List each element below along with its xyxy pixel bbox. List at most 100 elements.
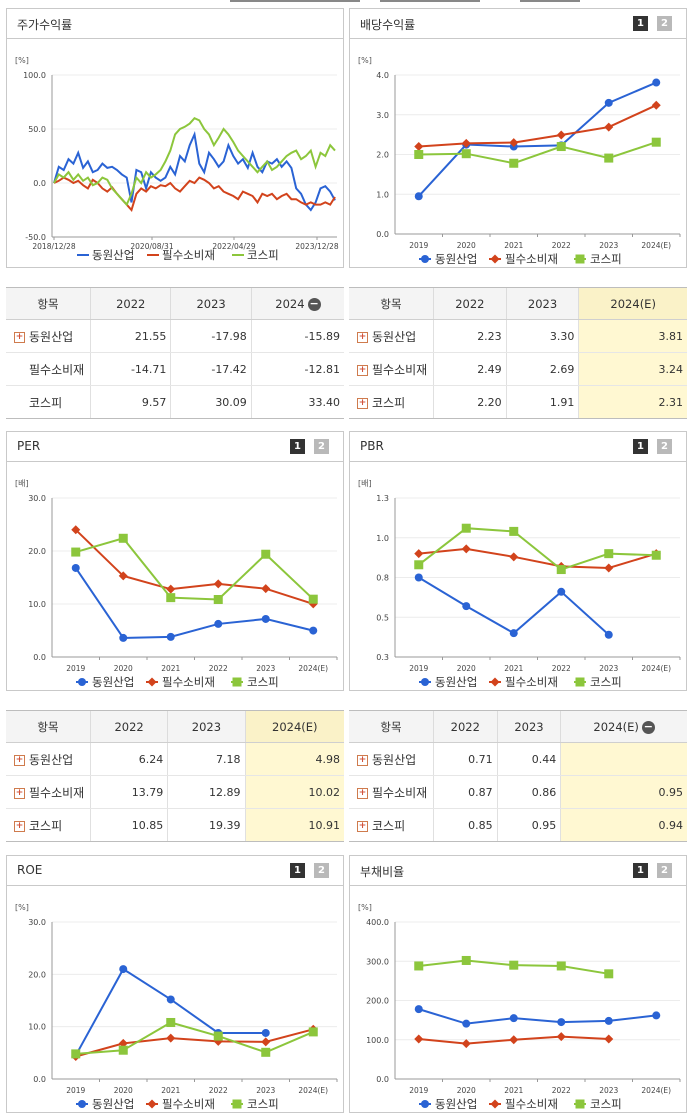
data-point: [308, 1027, 318, 1037]
unit-label: [배]: [358, 479, 372, 488]
data-point: [261, 1047, 271, 1057]
panel-title: PER: [17, 439, 41, 453]
panel-header: 배당수익률 1 2: [350, 9, 686, 39]
legend-marker: [421, 255, 429, 263]
table-cell: 2.69: [505, 352, 579, 386]
stock-return-panel: 주가수익률 [%] 100.0 50.0 0.0 -50.0 2018/12/28 2020…: [6, 8, 344, 268]
panel-title: PBR: [360, 439, 384, 453]
row-label: + 필수소비재: [6, 775, 91, 809]
expand-icon[interactable]: +: [357, 820, 368, 832]
data-point: [166, 632, 175, 641]
legend-label: 필수소비재: [162, 675, 215, 689]
y-tick-label: 100.0: [366, 1036, 389, 1045]
y-tick-label: 2.0: [376, 151, 389, 160]
column-header-label: 2024(E): [593, 719, 639, 734]
expand-icon[interactable]: +: [14, 754, 25, 766]
row-name: 동원산업: [372, 329, 417, 344]
series-line: [418, 576, 610, 636]
table-header-row: 항목 2022 2023 2024−: [6, 288, 344, 320]
data-point: [414, 560, 424, 570]
x-tick-label: 2024(E): [641, 664, 671, 673]
table-header-row: 항목 2022 2023 2024(E) −: [349, 711, 687, 743]
data-point: [557, 1018, 566, 1027]
table-cell: 3.81: [578, 319, 687, 353]
data-point: [414, 573, 423, 582]
page-2-button[interactable]: 2: [657, 439, 672, 454]
expand-icon[interactable]: +: [357, 364, 368, 376]
expand-icon[interactable]: +: [357, 754, 368, 766]
expand-icon[interactable]: +: [14, 787, 25, 799]
page-1-button[interactable]: 1: [290, 439, 305, 454]
stock-return-table: 항목 2022 2023 2024− + 동원산업 21.55 -17.98 -1…: [6, 287, 344, 419]
column-header: 2023: [496, 711, 561, 743]
page-2-button[interactable]: 2: [657, 863, 672, 878]
y-tick-label: 0.0: [33, 653, 46, 662]
legend-label: 코스피: [247, 675, 279, 689]
page-2-button[interactable]: 2: [314, 439, 329, 454]
x-tick-label: 2022/04/29: [212, 242, 255, 251]
dividend-chart: [%] 4.0 3.0 2.0 1.0 0.0 2019 2020 2021 2022 2023 20…: [358, 56, 681, 266]
page-2-button[interactable]: 2: [314, 863, 329, 878]
data-point: [604, 969, 614, 979]
table-cell: 12.89: [167, 775, 246, 809]
y-tick-label: 200.0: [366, 997, 389, 1006]
expand-icon[interactable]: +: [14, 820, 25, 832]
x-tick-label: 2020: [457, 1086, 476, 1095]
column-header-2024: 2024−: [250, 288, 344, 320]
x-tick-label: 2024(E): [641, 241, 671, 250]
x-tick-label: 2023: [256, 664, 275, 673]
row-name: 코스피: [372, 395, 406, 410]
data-point: [509, 552, 519, 562]
collapse-icon[interactable]: −: [307, 296, 321, 311]
table-cell: 10.02: [244, 775, 344, 809]
table-cell: 0.95: [496, 808, 561, 841]
data-point: [556, 142, 566, 152]
panel-header: PBR 1 2: [350, 432, 686, 462]
table-row: + 동원산업 21.55 -17.98 -15.89: [6, 319, 344, 353]
data-point: [414, 150, 424, 159]
legend-marker: [575, 677, 585, 687]
y-tick-label: 300.0: [366, 957, 389, 966]
data-point: [462, 1019, 471, 1028]
legend-label: 코스피: [590, 252, 622, 266]
page-1-button[interactable]: 1: [633, 863, 648, 878]
data-point: [651, 100, 661, 110]
row-name: 필수소비재: [29, 785, 85, 800]
data-point: [509, 138, 519, 148]
y-tick-label: 20.0: [28, 547, 46, 556]
data-point: [509, 526, 519, 536]
data-point: [119, 633, 128, 642]
legend-label: 동원산업: [435, 252, 477, 266]
dividend-panel: 배당수익률 1 2 [%] 4.0 3.0 2.0 1.0 0.0 2019 2020 2021…: [349, 8, 687, 268]
collapse-icon[interactable]: −: [641, 719, 655, 734]
expand-icon[interactable]: +: [357, 787, 368, 799]
page-1-button[interactable]: 1: [633, 439, 648, 454]
table-cell: 33.40: [250, 385, 344, 418]
row-label: + 코스피: [349, 386, 434, 419]
expand-icon[interactable]: +: [357, 397, 368, 409]
pbr-table: 항목 2022 2023 2024(E) − + 동원산업 0.71 0.44 + 필…: [349, 710, 687, 842]
legend-label: 동원산업: [435, 675, 477, 689]
x-tick-label: 2023: [599, 664, 618, 673]
row-name: 필수소비재: [372, 362, 428, 377]
y-tick-label: 30.0: [28, 918, 46, 927]
row-name: 필수소비재: [29, 362, 85, 377]
expand-icon[interactable]: +: [14, 331, 25, 343]
panel-title: 배당수익률: [360, 18, 416, 32]
x-tick-label: 2019: [409, 664, 428, 673]
data-point: [119, 965, 128, 974]
page-1-button[interactable]: 1: [290, 863, 305, 878]
x-tick-label: 2021: [504, 241, 523, 250]
page-1-button[interactable]: 1: [633, 16, 648, 31]
table-cell: -15.89: [250, 319, 344, 353]
row-label: + 코스피: [6, 809, 91, 842]
table-row: + 코스피 0.85 0.95 0.94: [349, 808, 687, 841]
x-tick-label: 2024(E): [298, 1086, 328, 1095]
roe-panel: ROE 1 2 [%] 30.0 20.0 10.0 0.0 2019 2020 2021 20…: [6, 855, 344, 1113]
table-row: + 필수소비재 0.87 0.86 0.95: [349, 775, 687, 809]
legend-marker: [232, 1099, 242, 1109]
series-line: [418, 141, 657, 165]
expand-icon[interactable]: +: [357, 331, 368, 343]
page-2-button[interactable]: 2: [657, 16, 672, 31]
data-point: [261, 1037, 271, 1047]
